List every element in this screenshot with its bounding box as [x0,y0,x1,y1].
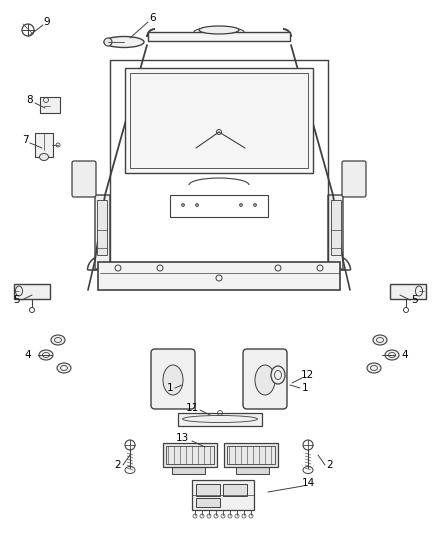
Text: 4: 4 [402,350,408,360]
Bar [125,68,313,173]
Text: 6: 6 [150,13,156,23]
Bar [163,443,217,467]
Ellipse shape [181,204,184,206]
Text: 13: 13 [175,433,189,443]
Text: 2: 2 [115,460,121,470]
Bar [170,195,268,217]
Bar [223,484,247,496]
FancyBboxPatch shape [342,161,366,197]
Bar [148,32,290,41]
Ellipse shape [104,36,144,47]
Text: 2: 2 [327,460,333,470]
Bar [227,446,275,464]
Ellipse shape [195,204,198,206]
Text: 11: 11 [185,403,198,413]
FancyBboxPatch shape [151,349,195,409]
Text: 1: 1 [167,383,173,393]
Text: 9: 9 [44,17,50,27]
Bar [40,97,60,113]
Text: 4: 4 [25,350,31,360]
Text: 14: 14 [301,478,314,488]
Text: 8: 8 [27,95,33,105]
Ellipse shape [385,350,399,360]
Text: 5: 5 [412,295,418,305]
Bar [196,498,220,507]
Bar [166,446,214,464]
Ellipse shape [373,335,387,345]
Text: 7: 7 [22,135,28,145]
Bar [178,413,262,426]
Ellipse shape [104,38,112,46]
Bar [196,484,220,496]
Text: 1: 1 [302,383,308,393]
Polygon shape [172,467,205,474]
Bar [192,480,254,510]
Ellipse shape [254,204,257,206]
Ellipse shape [39,350,53,360]
Bar [130,73,308,168]
Bar [224,443,278,467]
Ellipse shape [57,363,71,373]
Bar [98,262,340,290]
FancyBboxPatch shape [243,349,287,409]
Ellipse shape [163,365,183,395]
Bar [331,200,341,255]
FancyBboxPatch shape [72,161,96,197]
Bar [35,133,53,157]
Polygon shape [95,195,110,270]
Ellipse shape [255,365,275,395]
Ellipse shape [367,363,381,373]
Polygon shape [328,195,343,270]
Text: 12: 12 [300,370,314,380]
Text: 5: 5 [14,295,20,305]
Ellipse shape [51,335,65,345]
Bar [390,284,426,299]
Ellipse shape [271,366,285,384]
Bar [14,284,50,299]
Ellipse shape [199,26,239,34]
Ellipse shape [240,204,243,206]
Bar [97,200,107,255]
Ellipse shape [39,154,49,160]
Polygon shape [236,467,269,474]
